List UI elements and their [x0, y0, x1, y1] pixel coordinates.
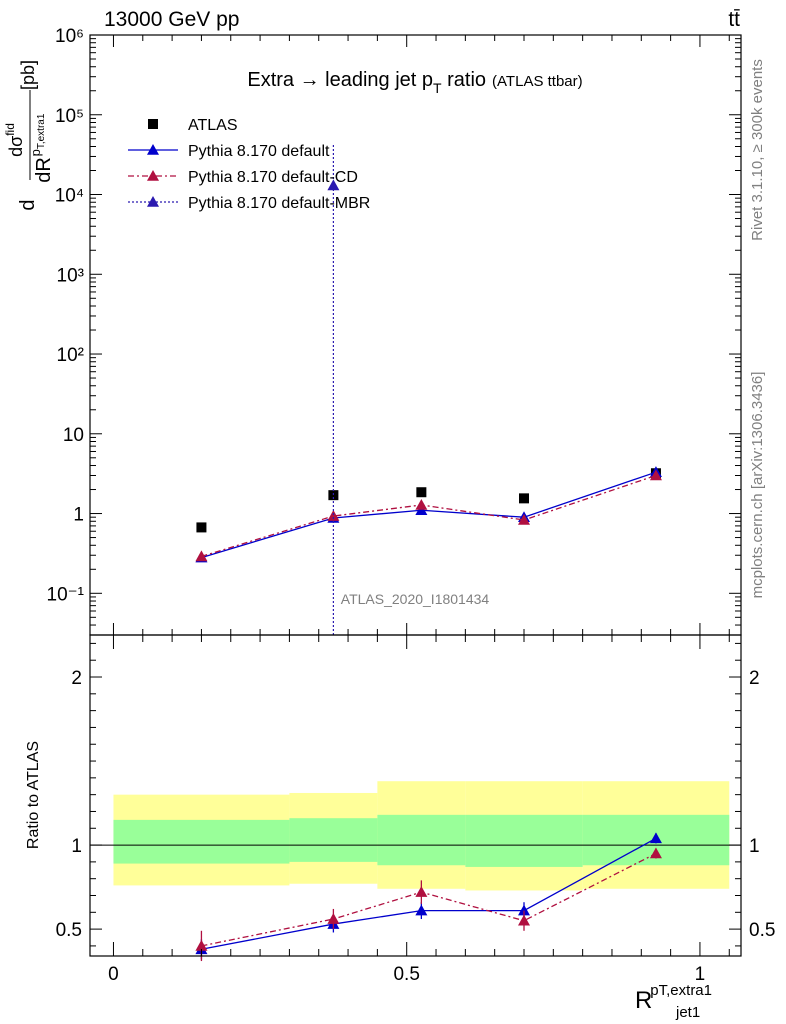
data-point-default-cd-1	[327, 510, 340, 521]
main-panel: 10⁻¹ 1 10 10² 10³ 10⁴ 10⁵ 10⁶ Extra → leading j…	[3, 26, 742, 636]
legend-label-default: Pythia 8.170 default	[188, 143, 330, 160]
data-point-default-cd-2	[415, 498, 428, 510]
ratio-panel-frame	[89, 634, 742, 957]
y-tick-label-ratio-right: 0.5	[749, 920, 775, 941]
legend: ATLAS Pythia 8.170 default Pythia 8.170 de…	[128, 117, 370, 212]
data-point-atlas-2	[416, 487, 427, 498]
legend-label-default-mbr: Pythia 8.170 default-MBR	[188, 195, 370, 212]
svg-text:d: d	[17, 199, 39, 210]
x-tick-label: 1	[695, 964, 706, 985]
legend-label-default-cd: Pythia 8.170 default-CD	[188, 169, 358, 186]
svg-text:dσfid: dσfid	[3, 123, 26, 157]
x-axis-label-sub: jet1	[675, 1004, 700, 1021]
process-label: tt̄	[728, 8, 740, 31]
uncertainty-band-green-3	[465, 814, 583, 867]
x-axis-label: RpT,extra1	[635, 982, 712, 1014]
legend-marker-atlas	[148, 119, 158, 129]
y-tick-label-ratio-right: 2	[749, 668, 760, 689]
ratio-point-default-cd-3	[518, 914, 530, 926]
analysis-tag: ATLAS_2020_I1801434	[341, 591, 490, 607]
data-point-default-cd-4	[649, 469, 662, 481]
mcplots-label: mcplots.cern.ch [arXiv:1306.3436]	[749, 372, 766, 599]
uncertainty-band-green-0	[113, 819, 290, 864]
y-tick-label-main: 10³	[57, 265, 84, 286]
y-tick-label-ratio-right: 1	[749, 836, 760, 857]
data-point-default-cd-0	[195, 550, 208, 562]
legend-label-atlas: ATLAS	[188, 117, 238, 134]
ratio-point-default-cd-1	[327, 913, 340, 924]
uncertainty-band-green-1	[289, 818, 378, 862]
data-point-atlas-1	[328, 490, 339, 501]
uncertainty-band-green-2	[377, 814, 466, 866]
ratio-panel: 0.5 0.5 1 1 2 2 0 0.5 1 Ratio to ATLAS RpT,extra…	[25, 634, 775, 1021]
svg-text:dR: dR	[33, 157, 55, 183]
x-tick-label: 0.5	[393, 964, 419, 985]
main-title: Extra → leading jet pT ratio (ATLAS ttbar…	[247, 69, 582, 96]
x-tick-label: 0	[108, 964, 119, 985]
ratio-y-axis-label: Ratio to ATLAS	[25, 741, 42, 849]
data-point-default-cd-3	[518, 513, 530, 525]
ratio-point-default-cd-2	[415, 886, 428, 897]
ratio-point-default-cd-0	[195, 939, 208, 951]
main-y-axis-label: d dσfid pT,extra1 dR [pb]	[3, 60, 55, 211]
y-tick-label-ratio: 1	[71, 836, 82, 857]
y-tick-label-main: 10⁵	[55, 106, 84, 127]
data-point-atlas-0	[196, 522, 207, 533]
y-tick-label-main: 10⁴	[55, 186, 84, 207]
ratio-point-default-2	[415, 904, 428, 916]
y-tick-label-main: 10⁻¹	[47, 584, 85, 605]
y-tick-label-main: 1	[73, 505, 84, 526]
series-line-default-cd	[201, 474, 657, 558]
ratio-point-default-3	[518, 904, 530, 916]
data-point-atlas-3	[519, 493, 529, 504]
ratio-point-default-4	[649, 832, 662, 844]
data-point-default-mbr-0	[327, 179, 340, 191]
energy-label: 13000 GeV pp	[104, 8, 239, 31]
series-line-default	[201, 471, 657, 559]
y-tick-label-ratio: 0.5	[56, 920, 82, 941]
y-tick-label-ratio: 2	[71, 668, 82, 689]
y-tick-label-main: 10	[63, 425, 84, 446]
legend-marker-default-cd	[147, 170, 159, 181]
y-tick-label-main: 10²	[57, 345, 84, 366]
y-tick-label-main: 10⁶	[55, 26, 84, 47]
legend-marker-default	[147, 144, 159, 155]
ratio-point-default-cd-4	[649, 847, 662, 859]
svg-text:[pb]: [pb]	[18, 60, 38, 90]
legend-marker-default-mbr	[147, 196, 159, 207]
rivet-version-label: Rivet 3.1.10, ≥ 300k events	[749, 59, 766, 241]
svg-text:pT,extra1: pT,extra1	[28, 113, 47, 156]
